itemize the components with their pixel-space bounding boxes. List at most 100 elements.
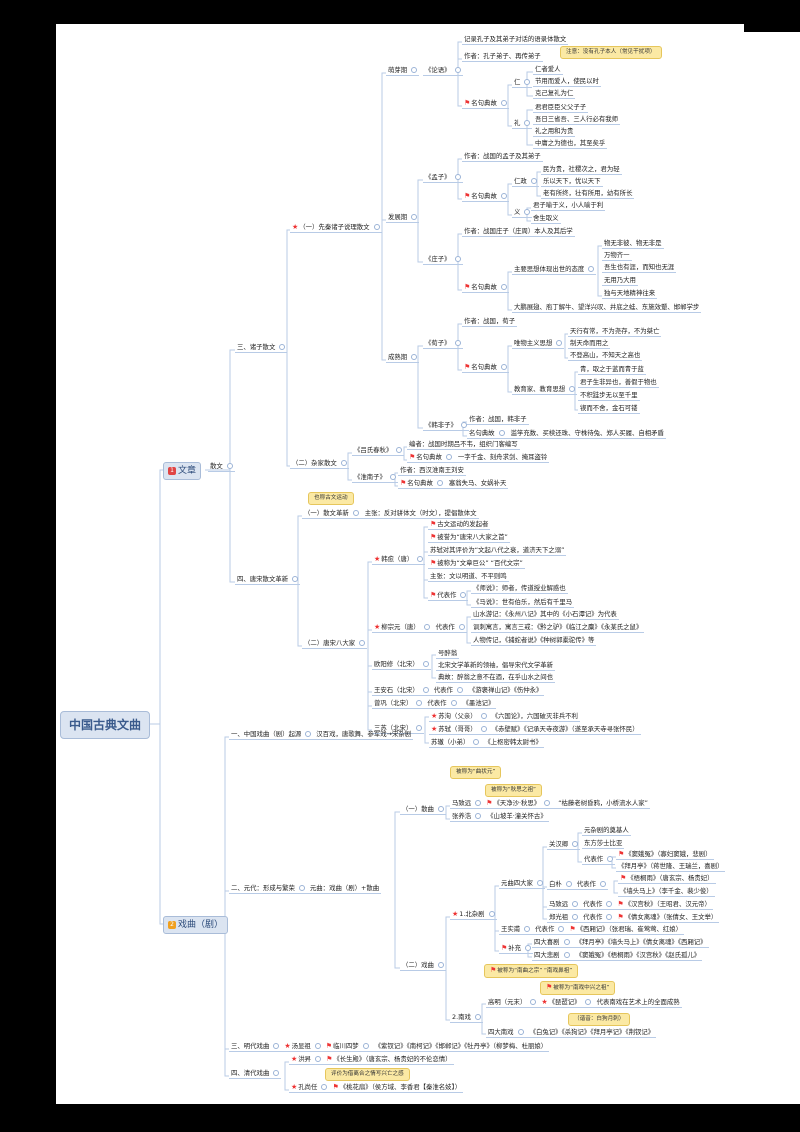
collapse-toggle-icon[interactable]	[606, 901, 613, 907]
collapse-toggle-icon[interactable]	[436, 480, 443, 486]
node-weiwu[interactable]: 唯物主义思想	[512, 339, 565, 349]
collapse-toggle-icon[interactable]	[454, 256, 461, 262]
node-hanyu[interactable]: ★韩愈（唐）	[372, 555, 426, 565]
collapse-toggle-icon[interactable]	[530, 178, 537, 184]
node-fazhan[interactable]: 发展期	[386, 213, 420, 223]
branch-xiqu[interactable]: 2 戏曲（剧）	[163, 916, 229, 934]
node-suxun[interactable]: ★苏洵（父亲） 《六国论》，六国破灭非兵不利	[429, 712, 580, 722]
node-li[interactable]: 礼	[512, 119, 533, 129]
node-yuan[interactable]: 二、元代：形成与繁荣 元曲：戏曲（剧）+散曲	[229, 884, 382, 894]
node-suzhe[interactable]: 苏辙（小弟） 《上枢密韩太尉书》	[429, 738, 544, 748]
node-xunzi-quotes[interactable]: ⚑名句典故	[462, 363, 509, 373]
node-guan-works[interactable]: 代表作	[582, 855, 616, 865]
collapse-toggle-icon[interactable]	[480, 726, 487, 732]
node-mengzi-quotes[interactable]: ⚑名句典故	[462, 192, 509, 202]
collapse-toggle-icon[interactable]	[298, 885, 305, 891]
node-kong[interactable]: ★孔尚任 ⚑《桃花扇》（侯方域、李香君【秦淮名妓】）	[289, 1083, 464, 1093]
collapse-toggle-icon[interactable]	[565, 881, 572, 887]
node-lvshi[interactable]: 《吕氏春秋》	[352, 446, 405, 456]
node-zhuangzi[interactable]: 《庄子》	[423, 255, 463, 265]
node-huainan-quotes[interactable]: ⚑名句典故 塞翁失马、女娲补天	[398, 479, 509, 489]
collapse-toggle-icon[interactable]	[524, 926, 531, 932]
root-topic[interactable]: 中国古典文曲	[60, 711, 150, 739]
node-zhuangzi-thought[interactable]: 主要思想体现出世的态度	[512, 265, 597, 275]
collapse-toggle-icon[interactable]	[321, 1084, 328, 1090]
node-sidajia[interactable]: 元曲四大家	[499, 879, 545, 889]
collapse-toggle-icon[interactable]	[273, 1070, 280, 1076]
node-lunyu-quotes[interactable]: ⚑名句典故	[462, 99, 509, 109]
collapse-toggle-icon[interactable]	[544, 800, 551, 806]
node-buchong[interactable]: ⚑补充	[499, 944, 534, 954]
collapse-toggle-icon[interactable]	[530, 999, 537, 1005]
node-jiaoyu[interactable]: 教育家、教育思想	[512, 385, 578, 395]
node-xunzi[interactable]: 《荀子》	[423, 339, 463, 349]
collapse-toggle-icon[interactable]	[475, 800, 482, 806]
node-qing[interactable]: 四、清代戏曲	[229, 1069, 282, 1079]
collapse-toggle-icon[interactable]	[588, 266, 595, 272]
node-hanyu-works[interactable]: ⚑代表作	[428, 591, 469, 601]
collapse-toggle-icon[interactable]	[340, 460, 347, 466]
collapse-toggle-icon[interactable]	[416, 725, 423, 731]
collapse-toggle-icon[interactable]	[445, 454, 452, 460]
collapse-toggle-icon[interactable]	[524, 209, 531, 215]
collapse-toggle-icon[interactable]	[599, 881, 606, 887]
node-zenggong[interactable]: 曾巩（北宋） 代表作 《墨池记》	[372, 699, 497, 709]
collapse-toggle-icon[interactable]	[500, 284, 507, 290]
collapse-toggle-icon[interactable]	[558, 926, 565, 932]
collapse-toggle-icon[interactable]	[437, 806, 444, 812]
node-guanhanqing[interactable]: 关汉卿	[547, 840, 581, 850]
node-tangsong[interactable]: 四、唐宋散文革新	[235, 575, 301, 585]
collapse-toggle-icon[interactable]	[556, 340, 563, 346]
node-zhuangzi-quotes[interactable]: ⚑名句典故	[462, 283, 509, 293]
node-mazhiyuan-sanqu[interactable]: 马致远 ⚑《天净沙·秋思》 “枯藤老树昏鸦，小桥流水人家”	[450, 799, 650, 809]
node-xianqin[interactable]: ★（一）先秦诸子说理散文	[290, 223, 382, 233]
collapse-toggle-icon[interactable]	[498, 430, 505, 436]
collapse-toggle-icon[interactable]	[422, 661, 429, 667]
collapse-toggle-icon[interactable]	[563, 939, 570, 945]
node-hanfeizi-quotes[interactable]: 名句典故 滥竽充数、买椟还珠、守株待兔、郑人买履、自相矛盾	[467, 429, 666, 439]
collapse-toggle-icon[interactable]	[305, 731, 312, 737]
node-renzheng[interactable]: 仁政	[512, 177, 539, 187]
node-ming[interactable]: 三、明代戏曲 ★汤显祖 ⚑临川四梦 《紫钗记》《南柯记》《邯郸记》《牡丹亭》（柳梦梅、…	[229, 1042, 550, 1052]
collapse-toggle-icon[interactable]	[359, 640, 366, 646]
collapse-toggle-icon[interactable]	[572, 901, 579, 907]
collapse-toggle-icon[interactable]	[572, 841, 579, 847]
collapse-toggle-icon[interactable]	[500, 364, 507, 370]
collapse-toggle-icon[interactable]	[314, 1043, 321, 1049]
node-lunyu[interactable]: 《论语》	[423, 66, 463, 76]
collapse-toggle-icon[interactable]	[474, 1014, 481, 1020]
collapse-toggle-icon[interactable]	[416, 700, 423, 706]
node-wanganshi[interactable]: 王安石（北宋） 代表作 《游褒禅山记》《伤仲永》	[372, 686, 545, 696]
node-origin[interactable]: 一、中国戏曲（剧）起源 汉百戏，唐歌舞、参军戏→宋杂剧	[229, 730, 414, 740]
node-huainan[interactable]: 《淮南子》	[352, 473, 398, 483]
node-zhengguangzu[interactable]: 郑光祖 代表作 ⚑《倩女离魂》（张倩女、王文举）	[547, 913, 720, 923]
node-liuzongyuan[interactable]: ★柳宗元（唐） 代表作	[372, 623, 467, 633]
collapse-toggle-icon[interactable]	[563, 952, 570, 958]
node-mengya[interactable]: 萌芽期	[386, 66, 420, 76]
node-sanwen[interactable]: 散文	[208, 462, 235, 472]
node-xiqu2[interactable]: （二）戏曲	[400, 961, 446, 971]
node-baipu[interactable]: 白朴 代表作	[547, 880, 608, 890]
node-beiju[interactable]: 四大悲剧 《窦娥冤》《梧桐雨》《汉宫秋》《赵氏孤儿》	[532, 951, 703, 961]
node-badajia[interactable]: （二）唐宋八大家	[302, 639, 368, 649]
node-hongsheng[interactable]: ★洪昇 ⚑《长生殿》（唐玄宗、杨贵妃的不伦恋情）	[289, 1055, 454, 1065]
collapse-toggle-icon[interactable]	[437, 962, 444, 968]
node-ouyangxiu[interactable]: 欧阳修（北宋）	[372, 660, 431, 670]
branch-wenzhang[interactable]: 1 文章	[163, 462, 202, 480]
node-zhuzi[interactable]: 三、诸子散文	[235, 343, 288, 353]
node-hanfeizi[interactable]: 《韩非子》	[423, 421, 469, 431]
node-lvshi-quotes[interactable]: ⚑名句典故 一字千金、刻舟求剑、掩耳盗铃	[407, 453, 550, 463]
node-mazhiyuan[interactable]: 马致远 代表作 ⚑《汉宫秋》（王昭君、汉元帝）	[547, 900, 713, 910]
collapse-toggle-icon[interactable]	[422, 687, 429, 693]
collapse-toggle-icon[interactable]	[362, 1043, 369, 1049]
collapse-toggle-icon[interactable]	[279, 344, 286, 350]
collapse-toggle-icon[interactable]	[458, 624, 465, 630]
collapse-toggle-icon[interactable]	[524, 120, 531, 126]
collapse-toggle-icon[interactable]	[500, 193, 507, 199]
collapse-toggle-icon[interactable]	[488, 911, 495, 917]
collapse-toggle-icon[interactable]	[572, 914, 579, 920]
collapse-toggle-icon[interactable]	[411, 354, 418, 360]
collapse-toggle-icon[interactable]	[536, 880, 543, 886]
node-sanqu[interactable]: （一）散曲	[400, 805, 446, 815]
collapse-toggle-icon[interactable]	[315, 1056, 322, 1062]
